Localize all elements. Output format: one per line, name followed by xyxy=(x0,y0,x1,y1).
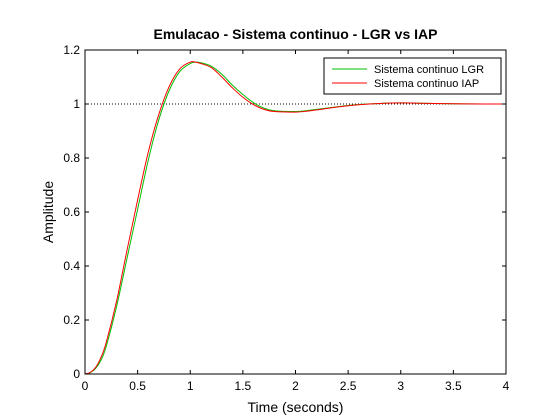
x-tick-label: 3 xyxy=(397,379,404,393)
x-tick-label: 1.5 xyxy=(235,379,252,393)
y-axis-label: Amplitude xyxy=(40,181,56,243)
y-tick-label: 1 xyxy=(73,97,80,111)
y-tick-label: 0.8 xyxy=(63,151,80,165)
x-tick-label: 4 xyxy=(503,379,510,393)
x-tick-label: 3.5 xyxy=(445,379,462,393)
x-tick-label: 2 xyxy=(292,379,299,393)
x-tick-label: 0.5 xyxy=(129,379,146,393)
axes-background xyxy=(85,50,506,374)
y-tick-label: 0.2 xyxy=(63,313,80,327)
legend: Sistema continuo LGR Sistema continuo IAP xyxy=(323,57,502,95)
chart-title: Emulacao - Sistema continuo - LGR vs IAP xyxy=(154,26,438,42)
legend-label-2: Sistema continuo IAP xyxy=(374,78,479,90)
x-axis-label: Time (seconds) xyxy=(248,399,344,415)
x-tick-label: 2.5 xyxy=(340,379,357,393)
y-tick-label: 1.2 xyxy=(63,43,80,57)
y-tick-label: 0.6 xyxy=(63,205,80,219)
y-tick-label: 0.4 xyxy=(63,259,80,273)
x-tick-label: 1 xyxy=(187,379,194,393)
series-line-2 xyxy=(85,61,506,374)
y-tick-label: 0 xyxy=(73,367,80,381)
x-tick-label: 0 xyxy=(82,379,89,393)
legend-box xyxy=(323,57,502,95)
legend-label-1: Sistema continuo LGR xyxy=(374,64,484,76)
plot-area: 0 0.5 1 1.5 2 2.5 3 3.5 4 0 0.2 0.4 0.6 0.8 1 1.2 xyxy=(63,43,509,393)
